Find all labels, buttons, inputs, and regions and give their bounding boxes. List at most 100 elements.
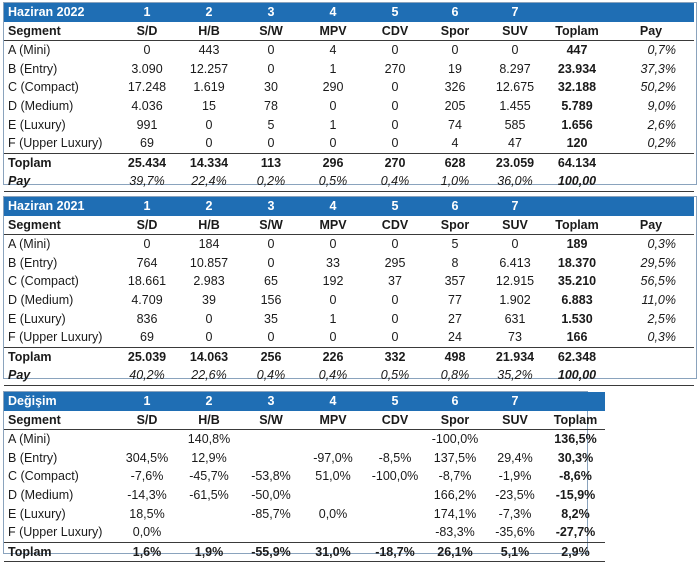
table-cell: 0 xyxy=(364,235,426,254)
segment-label: A (Mini) xyxy=(4,430,116,449)
table-cell: 2,6% xyxy=(608,116,694,135)
pay-cell: 0,5% xyxy=(364,366,426,385)
table-cell: 0,2% xyxy=(608,134,694,153)
table-degisim: Değişim 1 2 3 4 5 6 7 Segment S/D H/B S/W MPV CDV Spor… xyxy=(4,392,605,562)
table-cell: 30 xyxy=(240,78,302,97)
column-number: 7 xyxy=(484,3,546,22)
table-cell: 0 xyxy=(302,291,364,310)
column-number xyxy=(608,3,694,22)
table-cell: 18.370 xyxy=(546,254,608,273)
table-cell: -53,8% xyxy=(240,467,302,486)
table-cell: 0 xyxy=(240,134,302,153)
table-cell: 8 xyxy=(426,254,484,273)
table-cell: 9,0% xyxy=(608,97,694,116)
pay-label: Pay xyxy=(4,172,116,191)
table-row: E (Luxury) 991 0 5 1 0 74 585 1.656 2,6% xyxy=(4,116,694,135)
pay-row: Pay 40,2% 22,6% 0,4% 0,4% 0,5% 0,8% 35,2% 100,00 xyxy=(4,366,694,385)
table-cell: 1.530 xyxy=(546,310,608,329)
table-cell: -1,9% xyxy=(484,467,546,486)
table-row: B (Entry) 764 10.857 0 33 295 8 6.413 18.370 29,5… xyxy=(4,254,694,273)
table-haziran-2021: Haziran 2021 1 2 3 4 5 6 7 Segment S/D H/B S/W MPV CD… xyxy=(4,197,694,386)
table-cell xyxy=(302,486,364,505)
table-cell: 50,2% xyxy=(608,78,694,97)
column-number: 6 xyxy=(426,3,484,22)
pay-cell: 22,4% xyxy=(178,172,240,191)
total-cell: 62.348 xyxy=(546,347,608,366)
table-cell: 136,5% xyxy=(546,430,605,449)
column-header: H/B xyxy=(178,411,240,430)
table-cell: -100,0% xyxy=(426,430,484,449)
column-header: MPV xyxy=(302,216,364,235)
pay-cell xyxy=(608,366,694,385)
total-label: Toplam xyxy=(4,347,116,366)
table-cell xyxy=(364,523,426,542)
pay-cell: 0,5% xyxy=(302,172,364,191)
table-cell: 1 xyxy=(302,310,364,329)
column-number: 2 xyxy=(178,3,240,22)
table-title: Değişim xyxy=(4,392,116,411)
column-header: Segment xyxy=(4,216,116,235)
column-number: 5 xyxy=(364,392,426,411)
column-header: S/W xyxy=(240,216,302,235)
column-number: 3 xyxy=(240,3,302,22)
total-cell: 296 xyxy=(302,153,364,172)
table-cell: 189 xyxy=(546,235,608,254)
column-number: 3 xyxy=(240,392,302,411)
total-row: Toplam 25.039 14.063 256 226 332 498 21.934 62.3… xyxy=(4,347,694,366)
table-row: C (Compact) 17.248 1.619 30 290 0 326 12.675 32.… xyxy=(4,78,694,97)
table-cell: 0 xyxy=(116,235,178,254)
table-row: F (Upper Luxury) 69 0 0 0 0 4 47 120 0,2% xyxy=(4,134,694,153)
table-cell: -7,3% xyxy=(484,505,546,524)
table-cell: 0 xyxy=(240,254,302,273)
table-cell: 77 xyxy=(426,291,484,310)
table-cell: 19 xyxy=(426,60,484,79)
pay-cell: 1,0% xyxy=(426,172,484,191)
segment-label: D (Medium) xyxy=(4,97,116,116)
table-cell: 37 xyxy=(364,272,426,291)
segment-label: F (Upper Luxury) xyxy=(4,134,116,153)
table-cell: -50,0% xyxy=(240,486,302,505)
table-cell: -8,6% xyxy=(546,467,605,486)
table-cell: 0 xyxy=(302,328,364,347)
table-cell xyxy=(240,430,302,449)
table-cell: 326 xyxy=(426,78,484,97)
column-number xyxy=(546,197,608,216)
table-cell: 35 xyxy=(240,310,302,329)
table-cell: 192 xyxy=(302,272,364,291)
table-cell: 0 xyxy=(240,235,302,254)
table-cell: 65 xyxy=(240,272,302,291)
total-cell: 628 xyxy=(426,153,484,172)
table-row: C (Compact) -7,6% -45,7% -53,8% 51,0% -100,0%… xyxy=(4,467,605,486)
column-header: CDV xyxy=(364,411,426,430)
segment-label: C (Compact) xyxy=(4,78,116,97)
table-cell: 4 xyxy=(426,134,484,153)
table-cell: 29,4% xyxy=(484,449,546,468)
table-cell: 0 xyxy=(302,134,364,153)
table-row: C (Compact) 18.661 2.983 65 192 37 357 12.915 35… xyxy=(4,272,694,291)
table-cell: 0 xyxy=(240,41,302,60)
table-cell: 1.455 xyxy=(484,97,546,116)
column-header: SUV xyxy=(484,22,546,41)
table-cell: 2.983 xyxy=(178,272,240,291)
table-cell xyxy=(178,505,240,524)
table-cell: 27 xyxy=(426,310,484,329)
table-cell: 991 xyxy=(116,116,178,135)
table-title-row: Değişim 1 2 3 4 5 6 7 xyxy=(4,392,605,411)
total-cell: 332 xyxy=(364,347,426,366)
table-cell: 0 xyxy=(364,134,426,153)
table-cell: 33 xyxy=(302,254,364,273)
total-cell: 256 xyxy=(240,347,302,366)
table-title: Haziran 2022 xyxy=(4,3,116,22)
total-cell: 14.334 xyxy=(178,153,240,172)
table-cell xyxy=(484,430,546,449)
table-cell: 30,3% xyxy=(546,449,605,468)
table-cell: 174,1% xyxy=(426,505,484,524)
column-header: H/B xyxy=(178,216,240,235)
table-cell: 37,3% xyxy=(608,60,694,79)
table-cell: -15,9% xyxy=(546,486,605,505)
table-cell: 0 xyxy=(364,78,426,97)
total-cell: 14.063 xyxy=(178,347,240,366)
column-number: 5 xyxy=(364,197,426,216)
table-cell: 0 xyxy=(364,97,426,116)
pay-cell: 0,8% xyxy=(426,366,484,385)
